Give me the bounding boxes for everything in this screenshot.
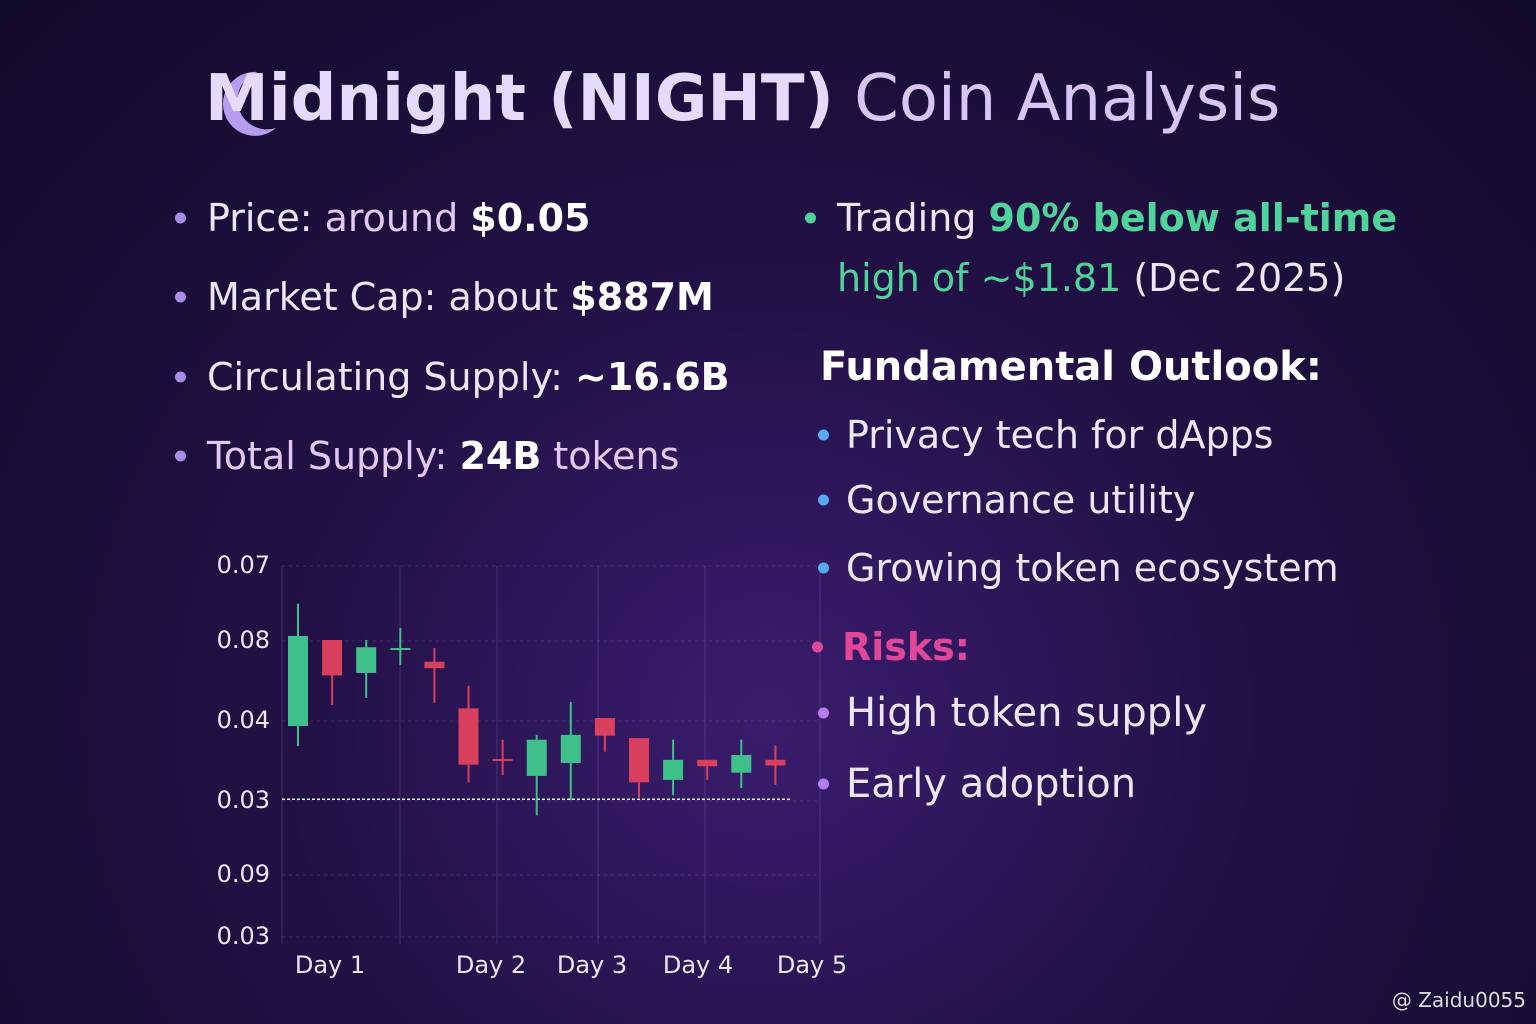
x-tick-label: Day 5 <box>777 951 847 979</box>
y-tick-label: 0.09 <box>217 860 270 888</box>
bullet-text: high of ~$1.81 (Dec 2025) <box>837 256 1345 300</box>
watermark: @ Zaidu0055 <box>1391 988 1526 1012</box>
text-segment: ~16.6B <box>575 355 730 399</box>
x-tick-label: Day 3 <box>557 951 627 979</box>
bullet: Circulating Supply: ~16.6B <box>175 355 730 399</box>
bullet-continued: high of ~$1.81 (Dec 2025) <box>805 256 1345 300</box>
text-segment: around <box>324 196 471 240</box>
title-main: Midnight (NIGHT) <box>205 62 834 136</box>
text-segment: Total Supply: <box>207 434 460 478</box>
bullet-text: Governance utility <box>846 478 1196 522</box>
outlook-item: Governance utility <box>818 478 1195 522</box>
candle-body <box>390 648 411 651</box>
bullet-text: Trading 90% below all-time <box>837 196 1397 240</box>
y-tick-label: 0.03 <box>217 922 270 950</box>
y-tick-label: 0.08 <box>217 626 270 654</box>
bullet-text: Market Cap: about $887M <box>207 275 714 319</box>
candle-body <box>765 759 786 766</box>
bullet-text: Growing token ecosystem <box>846 546 1339 590</box>
text-segment: Market Cap: about <box>207 275 571 319</box>
outlook-item: Growing token ecosystem <box>818 546 1339 590</box>
bullet: Price: around $0.05 <box>175 196 591 240</box>
bullet-text: Total Supply: 24B tokens <box>207 434 679 478</box>
text-segment: (Dec 2025) <box>1121 256 1346 300</box>
y-tick-label: 0.04 <box>217 706 270 734</box>
candle-body <box>424 661 445 669</box>
candle-body <box>629 738 649 783</box>
text-segment: tokens <box>541 434 680 478</box>
text-segment: high of ~$1.81 <box>837 256 1122 300</box>
text-segment: 90% below all-time <box>988 196 1398 240</box>
bullet-text: Risks: <box>842 625 970 669</box>
bullet: Total Supply: 24B tokens <box>175 434 679 478</box>
text-segment: Price: <box>207 196 325 240</box>
candle-body <box>492 759 513 762</box>
candle-body <box>526 739 547 776</box>
title-rest: Coin Analysis <box>854 62 1281 136</box>
moon-icon <box>222 71 276 136</box>
x-tick-label: Day 4 <box>663 951 733 979</box>
x-tick-label: Day 2 <box>456 951 526 979</box>
candle-body <box>663 759 684 780</box>
risk-item: High token supply <box>818 690 1207 736</box>
outlook-item: Privacy tech for dApps <box>818 413 1273 457</box>
bullet-text: Price: around $0.05 <box>207 196 591 240</box>
text-segment: 24B <box>459 434 542 478</box>
heading: Fundamental Outlook: <box>820 344 1322 390</box>
y-tick-label: 0.03 <box>217 786 270 814</box>
risks-heading: Risks: <box>812 625 970 669</box>
text-segment: Circulating Supply: <box>207 355 576 399</box>
text-segment: $887M <box>570 275 714 319</box>
bullet: Market Cap: about $887M <box>175 275 714 319</box>
candle-body <box>288 635 308 727</box>
candle-body <box>356 647 377 673</box>
candle-body <box>697 759 718 767</box>
bullet-text: Early adoption <box>846 761 1137 807</box>
candle-body <box>322 639 343 676</box>
text-segment: $0.05 <box>470 196 591 240</box>
bullet: Trading 90% below all-time <box>805 196 1397 240</box>
bullet-text: Privacy tech for dApps <box>846 413 1274 457</box>
bullet-text: Circulating Supply: ~16.6B <box>207 355 730 399</box>
candle-body <box>458 708 479 765</box>
bullet-text: High token supply <box>846 690 1207 736</box>
candle-body <box>731 755 752 773</box>
risk-item: Early adoption <box>818 761 1136 807</box>
y-tick-label: 0.07 <box>217 551 270 579</box>
text-segment: Trading <box>837 196 989 240</box>
title: Midnight (NIGHT) Coin Analysis <box>205 62 1280 136</box>
candle-body <box>594 718 615 736</box>
x-tick-label: Day 1 <box>295 951 365 979</box>
candle-body <box>560 734 581 764</box>
